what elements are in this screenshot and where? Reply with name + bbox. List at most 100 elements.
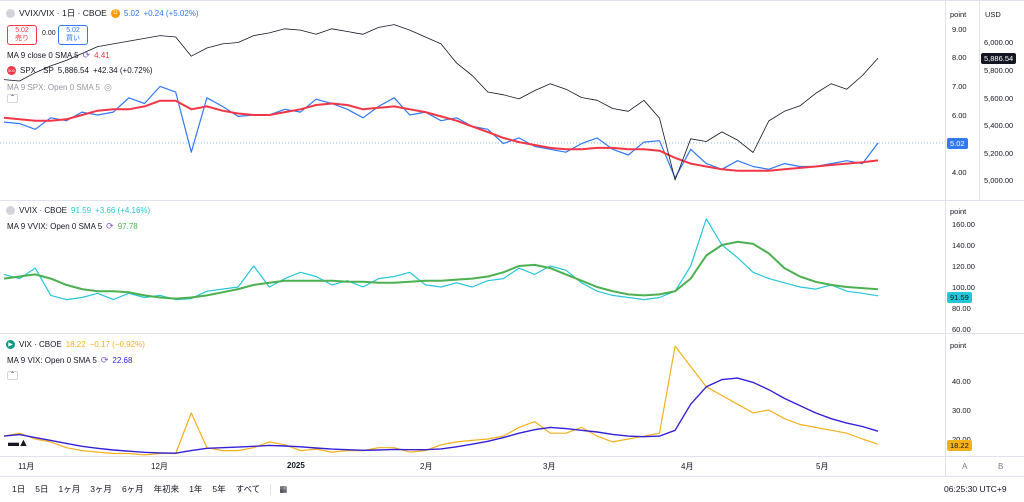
pane2-tick: 80.00 [952, 304, 971, 313]
vvix-ma-line[interactable] [3, 240, 879, 300]
refresh-icon: ⟳ [100, 355, 109, 365]
vvix-vix-ratio-line[interactable] [3, 85, 879, 179]
pane2-ma-label: MA 9 VVIX: Open 0 SMA 5 [7, 222, 103, 231]
pane2-tick: 100.00 [952, 283, 975, 292]
date-range-calendar-icon[interactable]: ▦ [270, 483, 287, 495]
refresh-icon: ⟳ [82, 50, 91, 60]
pane1-last: 5.02 [123, 8, 140, 18]
time-label: 2月 [420, 462, 433, 471]
vix-line[interactable] [3, 345, 879, 456]
buy-button[interactable]: 5.02 買い [58, 25, 88, 45]
pane3-change: −0.17 (−0.92%) [89, 340, 145, 349]
currency-selector[interactable]: USD [985, 10, 1001, 19]
pane2-pane3-divider[interactable] [0, 333, 1024, 334]
pane3-ma-value: 22.68 [112, 356, 133, 365]
range-ytd-button[interactable]: 年初来 [153, 484, 180, 494]
pane3-tick: 20.00 [952, 435, 971, 444]
eye-icon[interactable]: ◎ [103, 82, 112, 92]
pane3-tick: 40.00 [952, 377, 971, 386]
range-6m-button[interactable]: 6ヶ月 [121, 484, 144, 494]
spx-ma-label: MA 9 SPX: Open 0 SMA 5 [7, 83, 100, 92]
pane1-legend: VVIX/VIX · 1日 · CBOE D 5.02 +0.24 (+5.02… [6, 7, 199, 19]
pane1-ma-legend[interactable]: MA 9 close 0 SMA 5 ⟳ 4.41 [7, 50, 110, 61]
pane3-tick: 30.00 [952, 406, 971, 415]
tradingview-logo-icon[interactable]: ▬▲ [8, 437, 29, 449]
sell-button[interactable]: 5.02 売り [7, 25, 37, 45]
spx-axis-divider [979, 0, 980, 200]
pane2-ma-legend[interactable]: MA 9 VVIX: Open 0 SMA 5 ⟳ 97.78 [7, 221, 138, 232]
symbol-logo-icon [6, 206, 15, 215]
pane1-tick: 9.00 [952, 25, 967, 34]
range-1y-button[interactable]: 1年 [189, 484, 203, 494]
pane2-symbol: VVIX · CBOE [19, 206, 68, 215]
range-1d-button[interactable]: 1日 [12, 484, 26, 494]
spx-legend[interactable]: 500 SPX · SP 5,886.54 +42.34 (+0.72%) [7, 66, 153, 75]
pane3-legend[interactable]: ▶ VIX · CBOE 18.22 −0.17 (−0.92%) [6, 340, 145, 349]
range-3m-button[interactable]: 3ヶ月 [90, 484, 112, 494]
pane1-collapse-button[interactable]: ⌃ [7, 94, 18, 103]
pane1-pane2-divider[interactable] [0, 200, 1024, 201]
pane3-axis-unit[interactable]: point [950, 341, 967, 350]
spx-tick: 5,400.00 [984, 121, 1014, 130]
pane2-ma-value: 97.78 [117, 222, 138, 231]
pane1-tick: 4.00 [952, 168, 967, 177]
spx-ma-legend[interactable]: MA 9 SPX: Open 0 SMA 5 ◎ [7, 82, 112, 93]
auto-scale-button[interactable]: A [962, 462, 968, 471]
range-all-button[interactable]: すべて [235, 484, 261, 494]
spx-current-tag: 5,886.54 [981, 53, 1017, 64]
buy-label: 買い [66, 35, 80, 42]
spx-tick: 5,200.00 [984, 149, 1014, 158]
pane1-current-tag: 5.02 [947, 138, 968, 149]
vix-ma-line[interactable] [3, 377, 879, 454]
spx-value: 5,886.54 [57, 66, 89, 75]
time-label: 12月 [151, 462, 168, 471]
pane1-tick: 8.00 [952, 53, 967, 62]
refresh-icon: ⟳ [106, 221, 114, 231]
spx-change: +42.34 (+0.72%) [92, 66, 153, 75]
pane3-symbol: VIX · CBOE [19, 340, 62, 349]
range-1m-button[interactable]: 1ヶ月 [58, 484, 81, 494]
time-label: 11月 [18, 462, 35, 471]
top-border [0, 0, 1024, 1]
log-scale-button[interactable]: B [998, 462, 1004, 471]
pane1-change: +0.24 (+5.02%) [143, 8, 199, 18]
sell-price: 5.02 [15, 27, 29, 34]
pane1-ma-label: MA 9 close 0 SMA 5 [7, 51, 79, 60]
ratio-ma-line[interactable] [3, 99, 879, 172]
buy-price: 5.02 [66, 27, 80, 34]
pane2-tick: 60.00 [952, 325, 971, 334]
spx-logo-icon: 500 [7, 66, 16, 75]
pane1-axis-unit[interactable]: point [950, 10, 967, 19]
pane1-tick: 6.00 [952, 111, 967, 120]
pane2-axis-unit[interactable]: point [950, 207, 967, 216]
pane1-symbol[interactable]: VVIX/VIX · 1日 · CBOE [19, 8, 107, 18]
bottom-toolbar-divider [0, 476, 1024, 477]
clock-timezone[interactable]: 06:25:30 UTC+9 [944, 484, 1007, 494]
pane3-last: 18.22 [65, 340, 86, 349]
price-axis-divider [945, 0, 946, 476]
pane3-current-tag: 18.22 [947, 440, 972, 451]
range-toolbar: 1日 5日 1ヶ月 3ヶ月 6ヶ月 年初来 1年 5年 すべて ▦ [12, 483, 297, 495]
pane3-ma-legend[interactable]: MA 9 VIX: Open 0 SMA 5 ⟳ 22.68 [7, 355, 132, 366]
range-5y-button[interactable]: 5年 [212, 484, 226, 494]
spx-line[interactable] [3, 24, 879, 181]
pane2-current-tag: 91.59 [947, 292, 972, 303]
pane1-tick: 7.00 [952, 82, 967, 91]
pane2-legend[interactable]: VVIX · CBOE 91.59 +3.66 (+4.16%) [6, 206, 150, 215]
pane2-tick: 160.00 [952, 220, 975, 229]
pane3-collapse-button[interactable]: ⌃ [7, 371, 18, 380]
pane2-last: 91.59 [71, 206, 92, 215]
pane3-ma-label: MA 9 VIX: Open 0 SMA 5 [7, 356, 97, 365]
pane2-tick: 120.00 [952, 262, 975, 271]
play-icon[interactable]: ▶ [6, 340, 15, 349]
pane1-ma-value: 4.41 [94, 51, 110, 60]
pane2-tick: 140.00 [952, 241, 975, 250]
pane2-change: +3.66 (+4.16%) [95, 206, 151, 215]
time-label: 2025 [287, 461, 305, 470]
spread-value: 0.00 [42, 30, 56, 37]
range-5d-button[interactable]: 5日 [35, 484, 49, 494]
time-label: 4月 [681, 462, 694, 471]
spx-tick: 5,800.00 [984, 66, 1014, 75]
spx-label: SPX · SP [20, 66, 54, 75]
